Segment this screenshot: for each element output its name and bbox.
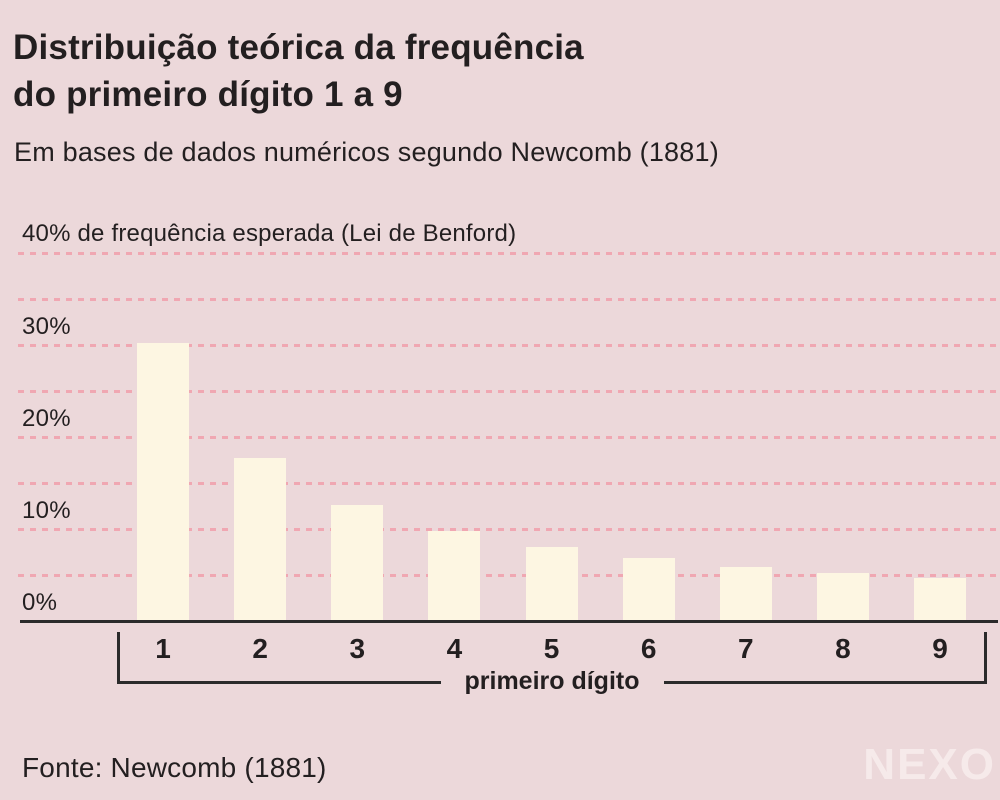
- y-tick-label-20: 20%: [22, 405, 71, 432]
- y-tick-label-0: 0%: [22, 589, 58, 616]
- x-tick-label-4: 4: [446, 633, 463, 664]
- gridline-30pct: [18, 344, 998, 347]
- x-tick-label-1: 1: [155, 633, 171, 664]
- gridline-10pct: [18, 528, 998, 531]
- gridline-35pct: [18, 298, 998, 301]
- subtitle: Em bases de dados numéricos segundo Newc…: [14, 137, 719, 167]
- x-axis-line: [20, 620, 998, 623]
- page-title: Distribuição teórica da frequência do pr…: [13, 28, 584, 114]
- x-tick-label-3: 3: [349, 633, 366, 664]
- x-tick-label-2: 2: [252, 633, 268, 664]
- source-note: Fonte: Newcomb (1881): [22, 752, 327, 783]
- x-tick-label-6: 6: [640, 633, 657, 664]
- x-axis-bracket: primeiro dígito: [117, 632, 987, 695]
- gridline-5pct: [18, 574, 998, 577]
- x-tick-label-5: 5: [543, 633, 560, 664]
- gridline-40pct: [18, 252, 998, 255]
- bar-digit-4: [428, 530, 481, 620]
- bracket-line-left: [120, 681, 441, 684]
- bar-digit-3: [331, 505, 384, 620]
- x-tick-label-9: 9: [932, 633, 948, 664]
- bar-digit-5: [525, 547, 578, 620]
- gridline-20pct: [18, 436, 998, 439]
- y-tick-label-10: 10%: [22, 497, 71, 524]
- gridline-25pct: [18, 390, 998, 393]
- bar-digit-9: [914, 577, 966, 620]
- bar-digit-7: [719, 566, 772, 620]
- x-tick-label-8: 8: [835, 633, 851, 664]
- bar-digit-8: [816, 573, 869, 620]
- benford-expected-annotation: 40% de frequência esperada (Lei de Benfo…: [22, 220, 517, 247]
- y-tick-label-30: 30%: [22, 313, 71, 340]
- gridline-15pct: [18, 482, 998, 485]
- x-axis-title: primeiro dígito: [464, 667, 640, 695]
- bar-digit-1: [137, 343, 189, 620]
- bracket-line-right: [663, 681, 984, 684]
- x-tick-label-7: 7: [737, 633, 754, 664]
- nexo-logo: NEXO: [863, 740, 996, 789]
- bar-digit-2: [234, 458, 287, 620]
- bar-digit-6: [622, 558, 675, 620]
